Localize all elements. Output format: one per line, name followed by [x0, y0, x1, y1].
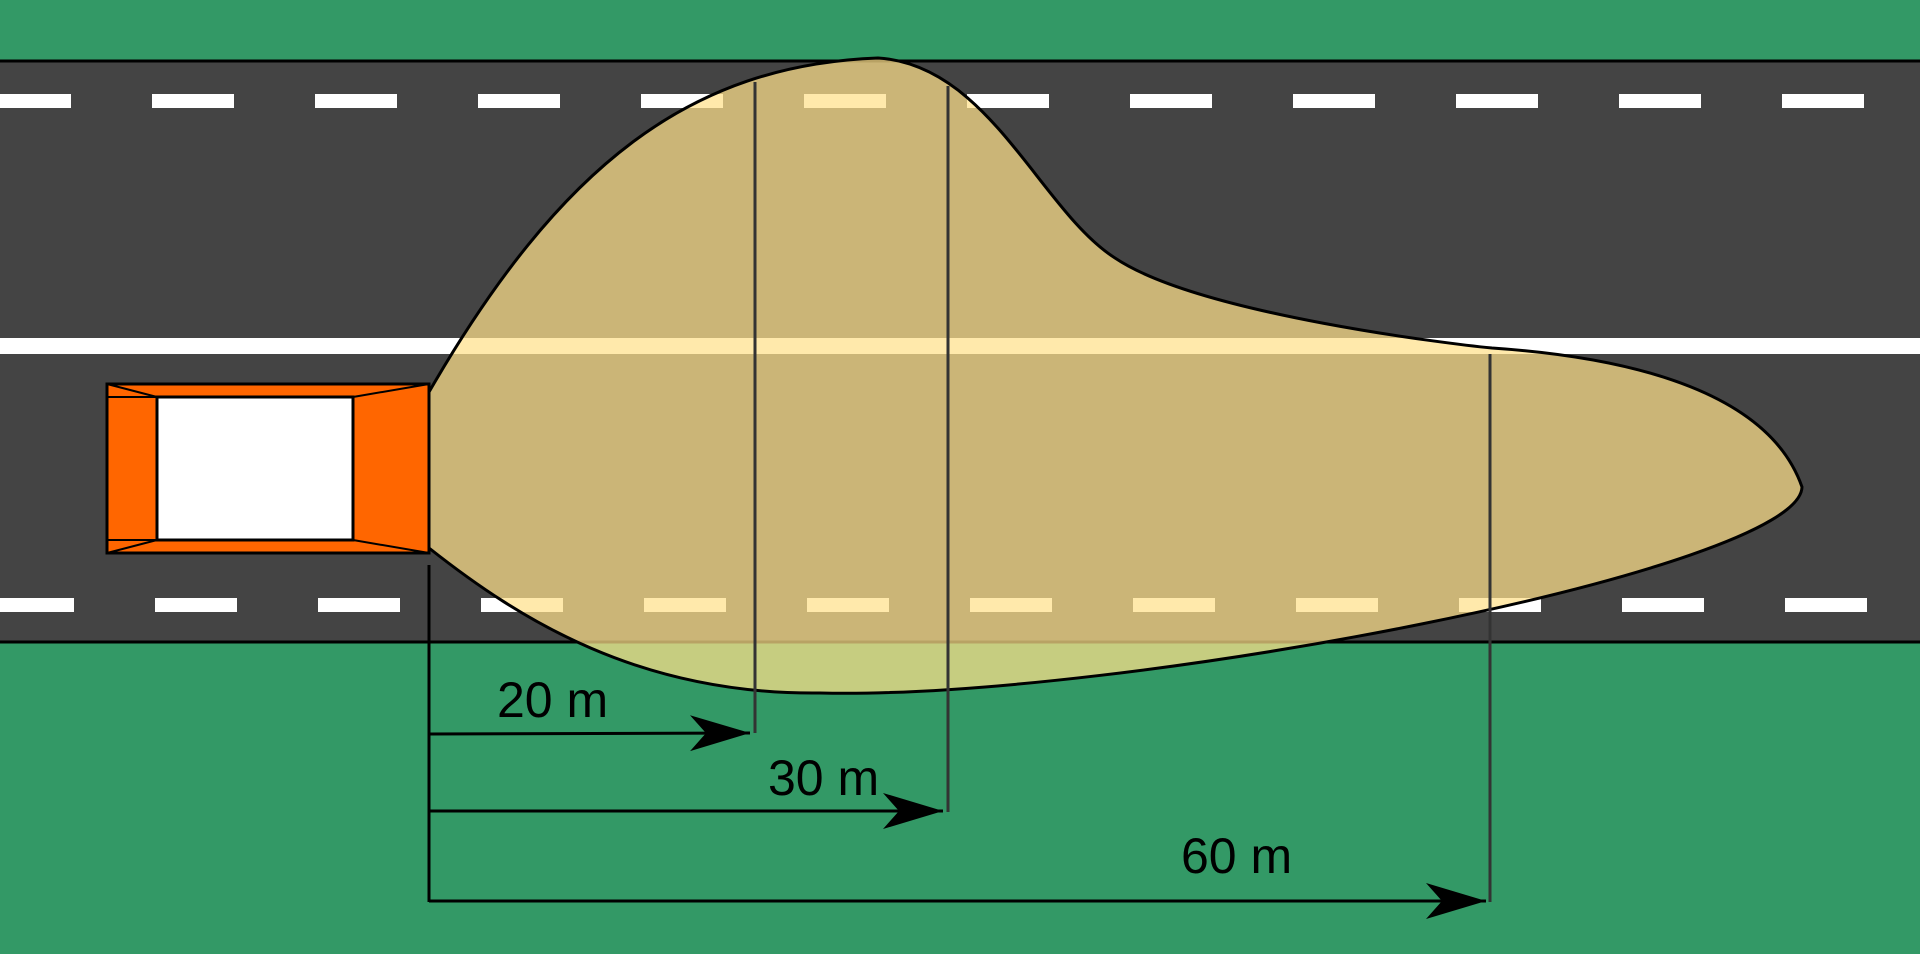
- car-edge: [352, 383, 430, 398]
- grass-top: [0, 0, 1920, 62]
- headlight-beam-area: [427, 56, 1804, 695]
- dimension-arrow-20m: [428, 715, 751, 752]
- car-top-view-icon: [105, 382, 431, 555]
- distance-label-60m: 60 m: [1181, 828, 1292, 884]
- car-edge: [106, 539, 158, 554]
- car-edge: [352, 539, 430, 554]
- car-cabin-window: [155, 395, 355, 542]
- distance-label-30m: 30 m: [768, 750, 879, 806]
- distance-label-20m: 20 m: [497, 672, 608, 728]
- car-edge: [106, 383, 158, 398]
